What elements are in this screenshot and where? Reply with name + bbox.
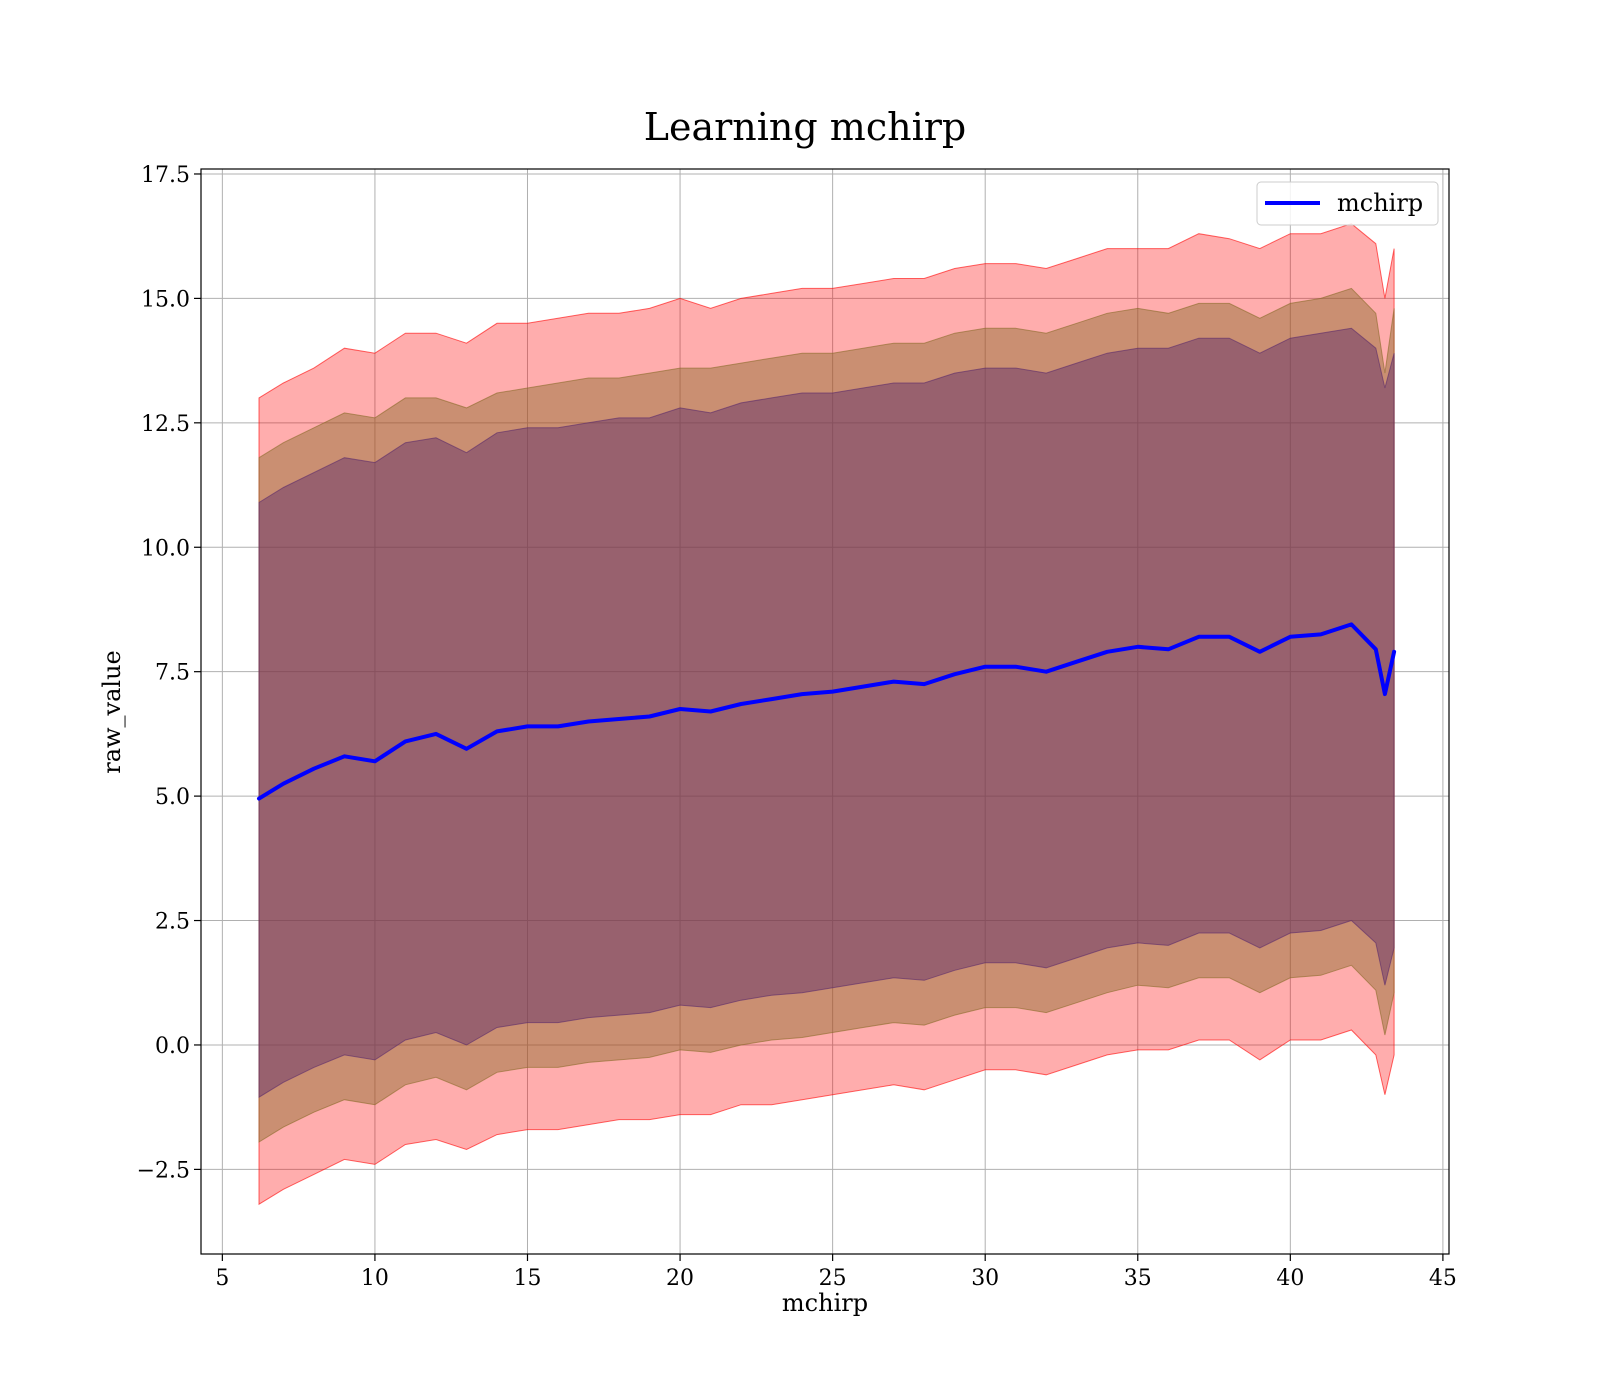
- x-tick-label: 40: [1276, 1266, 1304, 1291]
- x-tick-label: 5: [215, 1266, 229, 1291]
- legend-box: [1256, 181, 1439, 226]
- x-tick-label: 30: [971, 1266, 999, 1291]
- y-tick-label: 5.0: [155, 785, 190, 810]
- y-axis-label: raw_value: [98, 650, 126, 774]
- y-tick-label: 17.5: [141, 163, 190, 188]
- y-tick-label: 10.0: [141, 536, 190, 561]
- x-tick-label: 15: [513, 1266, 541, 1291]
- y-tick-label: −2.5: [137, 1158, 190, 1183]
- band-outer: [258, 223, 1395, 1206]
- x-axis-label: mchirp: [782, 1289, 868, 1317]
- legend-label-mchirp: mchirp: [1337, 189, 1423, 217]
- band-middle: [258, 287, 1395, 1143]
- x-tick-label: 45: [1429, 1266, 1457, 1291]
- band-inner: [258, 327, 1395, 1099]
- x-tick-label: 20: [666, 1266, 694, 1291]
- plot-frame: [200, 168, 1450, 1255]
- y-tick-label: 7.5: [155, 661, 190, 686]
- x-tick-label: 10: [361, 1266, 389, 1291]
- band-layer: [258, 223, 1395, 1206]
- y-axis: −2.5 0.0 2.5 5.0 7.5 10.0 12.5 15.0 17.5: [137, 163, 201, 1183]
- line-layer: [257, 622, 1397, 801]
- x-tick-label: 25: [819, 1266, 847, 1291]
- y-tick-label: 0.0: [155, 1034, 190, 1059]
- y-tick-label: 2.5: [155, 910, 190, 935]
- x-axis: 5 10 15 20 25 30 35 40 45: [215, 1254, 1457, 1291]
- x-tick-label: 35: [1124, 1266, 1152, 1291]
- y-tick-label: 12.5: [141, 412, 190, 437]
- grid: [201, 169, 1449, 1254]
- chart-title: Learning mchirp: [644, 105, 966, 149]
- series-line-mchirp: [257, 622, 1397, 801]
- y-tick-label: 15.0: [141, 287, 190, 312]
- legend: mchirp: [1256, 181, 1439, 226]
